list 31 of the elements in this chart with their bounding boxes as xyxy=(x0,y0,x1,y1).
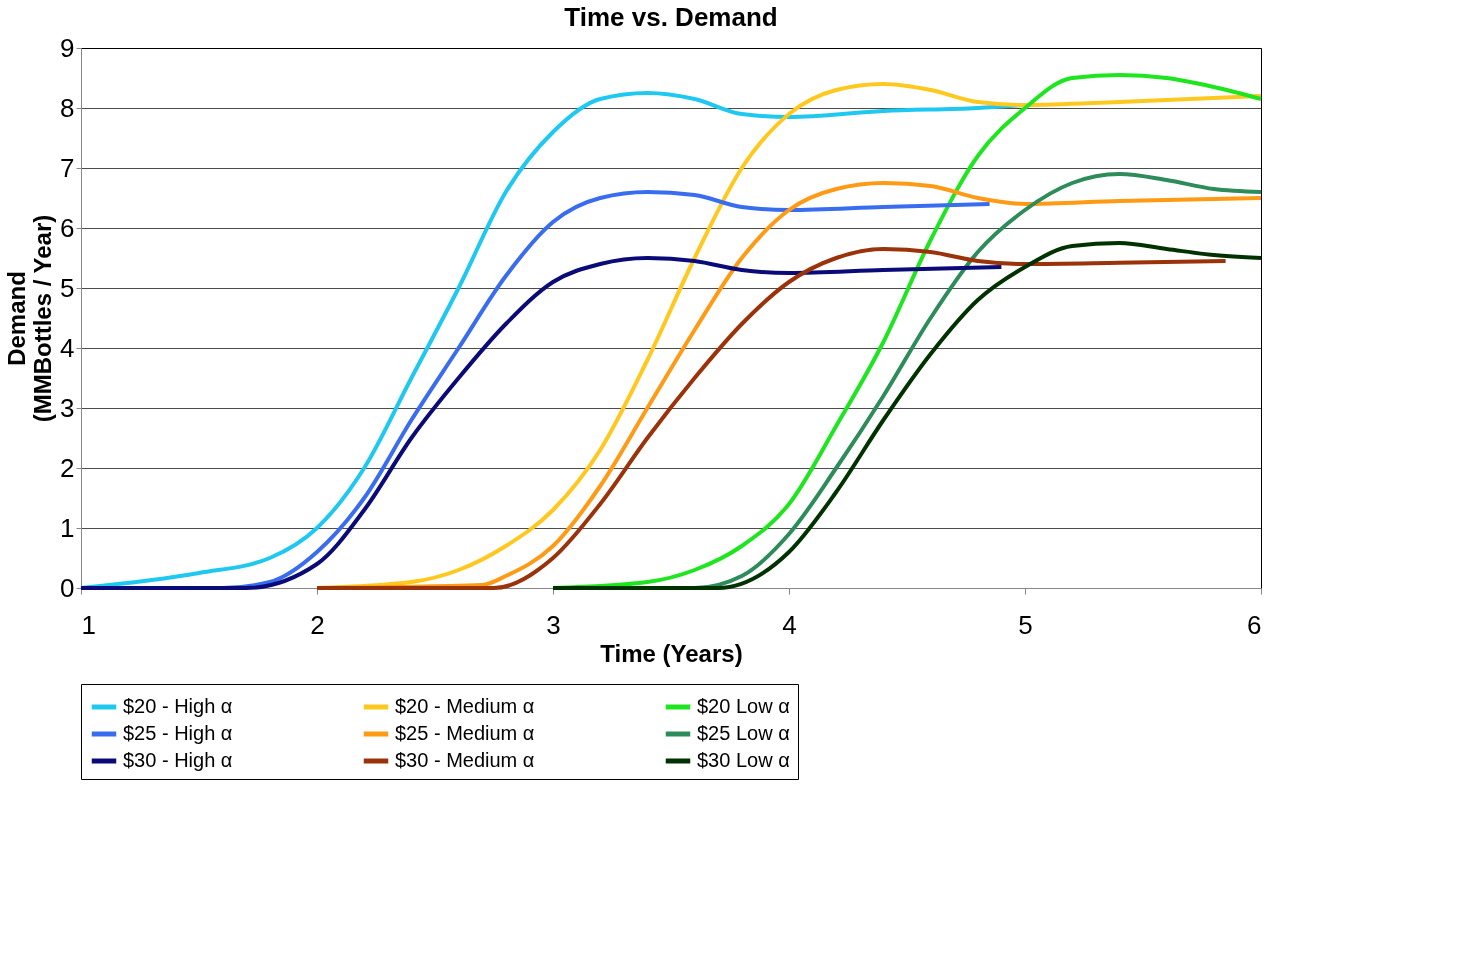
x-tick-label: 1 xyxy=(81,609,96,640)
legend-label: $20 - Medium α xyxy=(395,695,535,717)
y-tick-label: 1 xyxy=(60,512,75,543)
y-tick-label: 2 xyxy=(60,452,75,483)
legend-label: $25 Low α xyxy=(697,722,790,744)
legend-label: $20 Low α xyxy=(697,695,790,717)
legend-label: $25 - High α xyxy=(123,722,233,744)
line-series xyxy=(551,241,1263,590)
x-tick-label: 6 xyxy=(1247,609,1262,640)
x-tick-label: 2 xyxy=(310,609,325,640)
legend-label: $30 - Medium α xyxy=(395,749,535,771)
legend-label: $30 - High α xyxy=(123,749,233,771)
x-tick-label: 5 xyxy=(1018,609,1033,640)
line-series xyxy=(315,247,1228,590)
y-tick-label: 0 xyxy=(60,572,75,603)
y-tick-label: 4 xyxy=(60,332,75,363)
y-tick-label: 9 xyxy=(60,32,75,63)
y-axis-title: Demand (MMBottles / Year) xyxy=(3,214,57,423)
legend-label: $30 Low α xyxy=(697,749,790,771)
y-tick-label: 3 xyxy=(60,392,75,423)
legend-label: $25 - Medium α xyxy=(395,722,535,744)
x-tick-label: 4 xyxy=(782,609,797,640)
y-tick-label: 5 xyxy=(60,272,75,303)
legend-label: $20 - High α xyxy=(123,695,233,717)
y-tick-label: 7 xyxy=(60,152,75,183)
y-tick-label: 8 xyxy=(60,92,75,123)
chart-title: Time vs. Demand xyxy=(564,2,778,32)
x-tick-label: 3 xyxy=(546,609,561,640)
x-axis-title: Time (Years) xyxy=(600,639,743,667)
y-tick-label: 6 xyxy=(60,212,75,243)
line-series xyxy=(79,256,1004,590)
